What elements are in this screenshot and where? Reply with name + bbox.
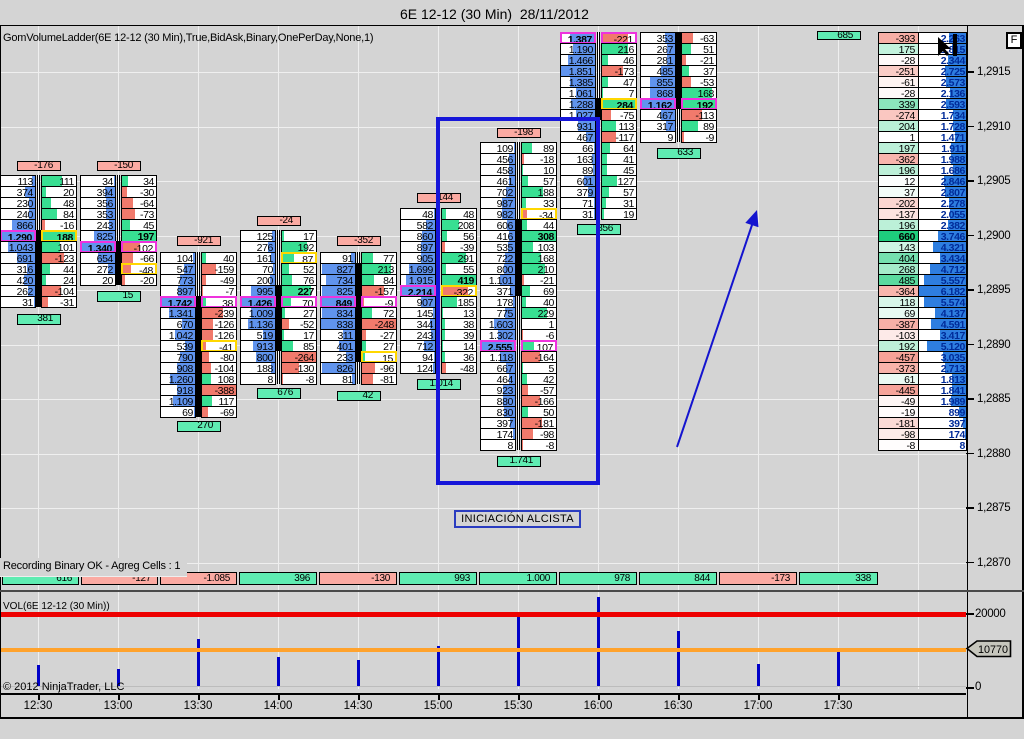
- svg-text:10770: 10770: [978, 644, 1008, 656]
